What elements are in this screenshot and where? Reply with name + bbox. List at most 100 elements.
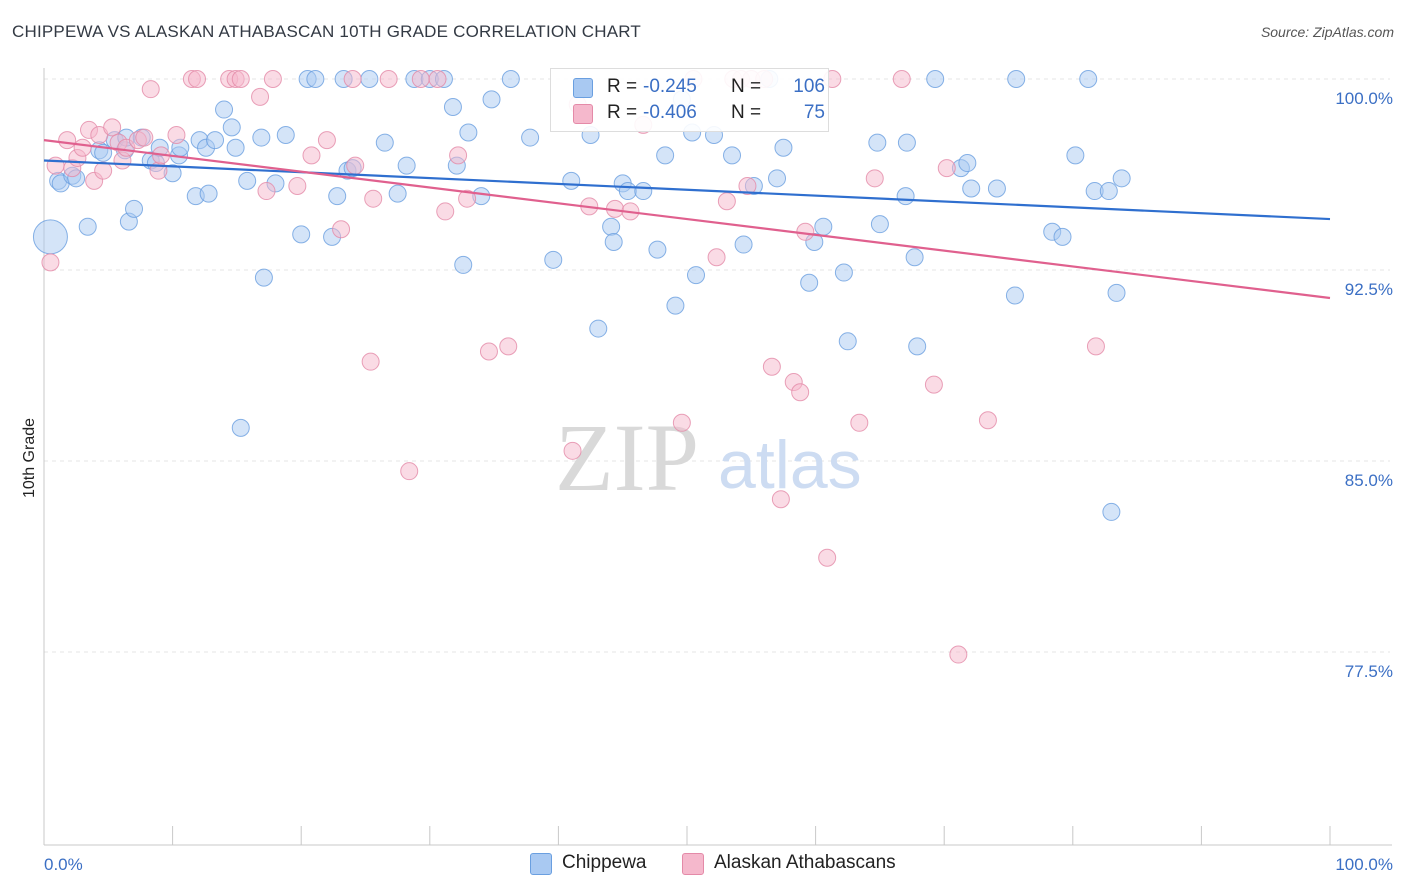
chippewa-point (328, 187, 347, 206)
chippewa-trend-line (43, 159, 1331, 221)
alaskan-point (411, 70, 430, 88)
chippewa-point (1007, 70, 1026, 88)
chippewa-point (252, 128, 271, 147)
chippewa-point (905, 248, 924, 267)
alaskan-point (1086, 337, 1105, 356)
chippewa-point (838, 332, 857, 351)
chippewa-point (454, 255, 473, 274)
alaskan-point (892, 70, 911, 88)
chippewa-point (1107, 283, 1126, 302)
chippewa-point (987, 179, 1006, 198)
r-value: -0.406 (643, 102, 697, 123)
chippewa-point (962, 179, 981, 198)
alaskan-point (361, 352, 380, 371)
chippewa-point (589, 319, 608, 338)
chippewa-point (602, 217, 621, 236)
alaskan-point (317, 131, 336, 150)
chippewa-point (958, 154, 977, 173)
chippewa-point (634, 182, 653, 201)
chippewa-point (360, 70, 379, 88)
alaskan-point (135, 128, 154, 147)
chippewa-point (870, 215, 889, 234)
alaskan-point (251, 87, 270, 106)
chippewa-point (800, 273, 819, 292)
alaskan-point (937, 159, 956, 178)
chippewa-point (897, 133, 916, 152)
stats-legend: R = -0.245 N = 106 R = -0.406 N = 75 (550, 68, 829, 132)
chart-title: CHIPPEWA VS ALASKAN ATHABASCAN 10TH GRAD… (12, 22, 641, 41)
chippewa-point (656, 146, 675, 165)
chippewa-point (521, 128, 540, 147)
alaskan-point (332, 220, 351, 239)
alaskan-point (436, 202, 455, 221)
chippewa-point (222, 118, 241, 137)
chippewa-point (768, 169, 787, 188)
y-axis-label: 10th Grade (21, 418, 38, 498)
y-tick-label: 100.0% (1335, 89, 1393, 108)
chippewa-point (206, 131, 225, 150)
chippewa-point (687, 266, 706, 285)
y-tick-label: 92.5% (1345, 280, 1393, 299)
chippewa-point (231, 418, 250, 437)
legend-label: Chippewa (562, 852, 647, 873)
alaskan-point (818, 548, 837, 567)
chippewa-point (834, 263, 853, 282)
chippewa-point (226, 138, 245, 157)
chippewa-point (482, 90, 501, 109)
chippewa-swatch (573, 78, 593, 98)
alaskan-point (949, 645, 968, 664)
alaskan-point (850, 413, 869, 432)
chippewa-point (896, 187, 915, 206)
chippewa-point (306, 70, 325, 88)
chippewa-point (1005, 286, 1024, 305)
legend-label: Alaskan Athabascans (714, 852, 896, 873)
n-label: N = (731, 76, 762, 97)
alaskan-point (46, 156, 65, 175)
x-tick-label: 0.0% (44, 855, 83, 874)
alaskan-point (141, 80, 160, 99)
alaskan-trend-line (43, 139, 1331, 300)
r-label: R = (607, 76, 638, 97)
chippewa-point (215, 100, 234, 119)
alaskan-point (364, 189, 383, 208)
alaskan-point (58, 131, 77, 150)
alaskan-point (302, 146, 321, 165)
alaskan-point (103, 118, 122, 137)
r-value: -0.245 (643, 76, 697, 97)
alaskan-point (41, 253, 60, 272)
chippewa-swatch (530, 853, 552, 875)
chippewa-point (1053, 227, 1072, 246)
r-label: R = (607, 102, 638, 123)
chippewa-point (459, 123, 478, 142)
chippewa-point (723, 146, 742, 165)
y-tick-label: 77.5% (1345, 662, 1393, 681)
chippewa-point (1102, 502, 1121, 521)
chippewa-point (908, 337, 927, 356)
n-value: 106 (793, 76, 825, 97)
chippewa-point (1099, 182, 1118, 201)
chippewa-point (544, 250, 563, 269)
alaskan-point (449, 146, 468, 165)
alaskan-point (978, 411, 997, 430)
chippewa-point (618, 182, 637, 201)
alaskan-point (499, 337, 518, 356)
chippewa-point (388, 184, 407, 203)
alaskan-point (672, 413, 691, 432)
n-value: 75 (803, 102, 825, 123)
alaskan-point (73, 138, 92, 157)
alaskan-point (188, 70, 207, 88)
alaskan-point (771, 490, 790, 509)
chart-source: Source: ZipAtlas.com (1260, 24, 1394, 40)
alaskan-point (563, 441, 582, 460)
chippewa-point (562, 171, 581, 190)
chippewa-point (648, 240, 667, 259)
alaskan-point (428, 70, 447, 88)
chippewa-point (125, 199, 144, 218)
chippewa-point (501, 70, 520, 88)
chippewa-point (238, 171, 257, 190)
x-tick-label: 100.0% (1335, 855, 1393, 874)
alaskan-point (231, 70, 250, 88)
chippewa-point (1079, 70, 1098, 88)
chippewa-point (1112, 169, 1131, 188)
chippewa-point (666, 296, 685, 315)
